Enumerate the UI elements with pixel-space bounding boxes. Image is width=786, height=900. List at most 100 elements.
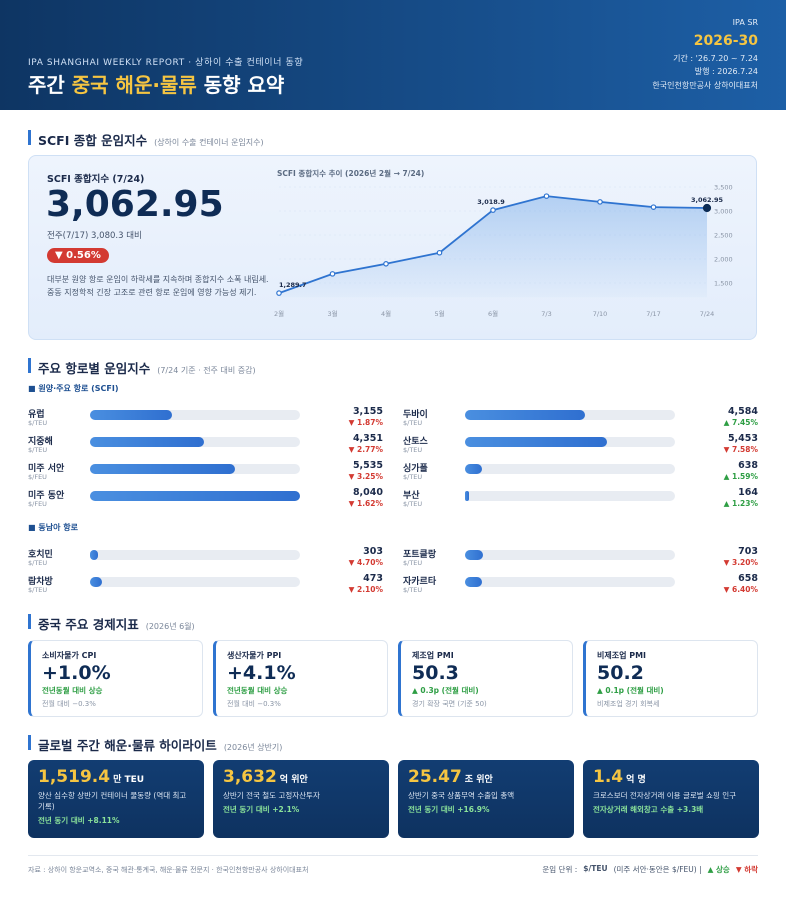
bar-track xyxy=(90,464,300,474)
route-name: 지중해 xyxy=(28,437,53,447)
x-tick-label: 6월 xyxy=(488,309,498,318)
route-change: ▼ 2.10% xyxy=(348,585,383,594)
highlight-desc: 상반기 전국 철도 고정자산투자 xyxy=(223,791,320,800)
x-tick-label: 4월 xyxy=(381,309,391,318)
data-label: 1,289.7 xyxy=(279,281,307,289)
bar-track xyxy=(465,410,675,420)
bar xyxy=(90,577,103,587)
bar-track xyxy=(90,410,300,420)
issue: 2026-30 xyxy=(693,32,758,49)
route-value: 303 xyxy=(363,546,383,557)
point xyxy=(650,204,657,210)
org: 한국인천항만공사 상하이대표처 xyxy=(652,80,758,90)
chart-title: SCFI 종합지수 추이 (2026년 2월 → 7/24) xyxy=(277,168,424,178)
highlight-head: 3,632 억 위안 xyxy=(223,767,379,787)
bar xyxy=(465,437,608,447)
route-name: 두바이 xyxy=(403,410,428,420)
footer-rule xyxy=(28,855,758,856)
point xyxy=(383,261,389,267)
route-unit: $/TEU xyxy=(403,446,423,454)
route-unit: $/FEU xyxy=(28,500,47,508)
point xyxy=(276,290,282,296)
route-value: 473 xyxy=(363,573,383,584)
highlight-unit: 억 명 xyxy=(626,775,646,785)
route-row: 자카르타 $/TEU 658 ▼ 6.40% xyxy=(403,572,758,599)
route-name: 람차방 xyxy=(28,577,53,587)
route-name: 산토스 xyxy=(403,437,428,447)
route-row: 부산 $/TEU 164 ▲ 1.23% xyxy=(403,486,758,513)
route-row: 람차방 $/TEU 473 ▼ 2.10% xyxy=(28,572,383,599)
route-row: 지중해 $/TEU 4,351 ▼ 2.77% xyxy=(28,432,383,459)
indicator-label: 생산자물가 PPI xyxy=(227,651,282,660)
route-change: ▼ 6.40% xyxy=(723,585,758,594)
title-highlight: 중국 해운·물류 xyxy=(71,73,197,97)
section-heading: SCFI 종합 운임지수 (상하이 수출 컨테이너 운임지수) xyxy=(28,130,264,148)
route-unit: $/TEU xyxy=(403,500,423,508)
highlight-head: 25.47 조 위안 xyxy=(408,767,564,787)
footer-source: 자료 : 상하이 항운교역소, 중국 해관·통계국, 해운·물류 전문지 · 한… xyxy=(28,866,309,874)
highlight-value: 3,632 xyxy=(223,767,277,787)
route-change: ▼ 2.77% xyxy=(348,445,383,454)
highlight-value: 1,519.4 xyxy=(38,767,111,787)
highlight-unit: 만 TEU xyxy=(113,775,145,785)
route-value: 3,155 xyxy=(352,406,383,417)
route-unit: $/TEU xyxy=(28,446,48,454)
section-subtitle: (상하이 수출 컨테이너 운임지수) xyxy=(154,138,264,147)
bar-track xyxy=(90,577,300,587)
route-grid: 호치민 $/TEU 303 ▼ 4.70% 포트클랑 $/TEU 703 ▼ 3.20% 람차방… xyxy=(28,545,758,599)
indicator-note: 전월 대비 −0.3% xyxy=(227,700,281,708)
indicator-cards: 소비자물가 CPI +1.0% 전년동월 대비 상승 전월 대비 −0.3% 생산자물가… xyxy=(28,640,758,717)
route-value: 4,584 xyxy=(727,406,758,417)
highlight-card: 25.47 조 위안 상반기 중국 상품무역 수출입 총액 전년 동기 대비 +16.… xyxy=(398,760,574,838)
route-name: 싱가폴 xyxy=(403,464,428,474)
indicator-note: 경기 확장 국면 (기준 50) xyxy=(412,700,487,708)
route-name: 자카르타 xyxy=(403,577,437,587)
highlight-value: 1.4 xyxy=(593,767,624,787)
bar-track xyxy=(465,491,675,501)
note: 대부분 원양 항로 운임이 하락세를 지속하며 종합지수 소폭 내림세. xyxy=(47,275,269,284)
section-title: 주요 항로별 운임지수 xyxy=(38,361,151,376)
indicator-value: 50.3 xyxy=(412,662,459,684)
route-unit: $/TEU xyxy=(28,419,48,427)
route-name: 유럽 xyxy=(28,410,45,420)
indicator-card: 생산자물가 PPI +4.1% 전년동월 대비 상승 전월 대비 −0.3% xyxy=(213,640,388,717)
indicator-card: 소비자물가 CPI +1.0% 전년동월 대비 상승 전월 대비 −0.3% xyxy=(28,640,203,717)
highlight-value: 25.47 xyxy=(408,767,462,787)
x-tick-label: 3월 xyxy=(327,309,337,318)
bar xyxy=(90,464,235,474)
route-value: 8,040 xyxy=(352,487,383,498)
trend-chart: SCFI 종합지수 추이 (2026년 2월 → 7/24) 1,500 2,00… xyxy=(274,168,733,318)
bar xyxy=(465,464,482,474)
highlight-desc: 크로스보더 전자상거래 이용 글로벌 쇼핑 인구 xyxy=(593,791,737,800)
route-row: 산토스 $/TEU 5,453 ▼ 7.58% xyxy=(403,432,758,459)
route-value: 5,453 xyxy=(727,433,758,444)
route-name: 호치민 xyxy=(28,550,53,560)
bar xyxy=(90,491,300,501)
route-name: 미주 동안 xyxy=(28,491,65,501)
section-subtitle: (2026년 상반기) xyxy=(223,743,283,752)
bar-track xyxy=(90,550,300,560)
title-part: 동향 요약 xyxy=(203,73,285,97)
route-change: ▲ 7.45% xyxy=(723,418,758,427)
route-row: 포트클랑 $/TEU 703 ▼ 3.20% xyxy=(403,545,758,572)
section-subtitle: (2026년 6월) xyxy=(145,622,195,631)
route-change: ▼ 1.87% xyxy=(348,418,383,427)
y-tick-label: 2,500 xyxy=(714,232,733,240)
scfi-notes: 대부분 원양 항로 운임이 하락세를 지속하며 종합지수 소폭 내림세. 중동 지… xyxy=(47,273,269,299)
route-change: ▲ 1.59% xyxy=(723,472,758,481)
bar xyxy=(465,491,470,501)
highlight-head: 1.4 억 명 xyxy=(593,767,749,787)
section-heading: 중국 주요 경제지표 (2026년 6월) xyxy=(28,614,195,632)
x-tick-label: 2월 xyxy=(274,309,284,318)
route-row: 두바이 $/TEU 4,584 ▲ 7.45% xyxy=(403,405,758,432)
data-label: 3,018.9 xyxy=(477,198,505,206)
route-value: 164 xyxy=(738,487,758,498)
bar-track xyxy=(465,464,675,474)
unit-note: (미주 서안·동안은 $/FEU) | xyxy=(613,865,702,874)
route-change: ▼ 7.58% xyxy=(723,445,758,454)
highlight-card: 3,632 억 위안 상반기 전국 철도 고정자산투자 전년 동기 대비 +2.1% xyxy=(213,760,389,838)
title-part: 주간 xyxy=(28,73,65,97)
area xyxy=(279,196,707,298)
x-tick-label: 7/3 xyxy=(541,310,551,318)
